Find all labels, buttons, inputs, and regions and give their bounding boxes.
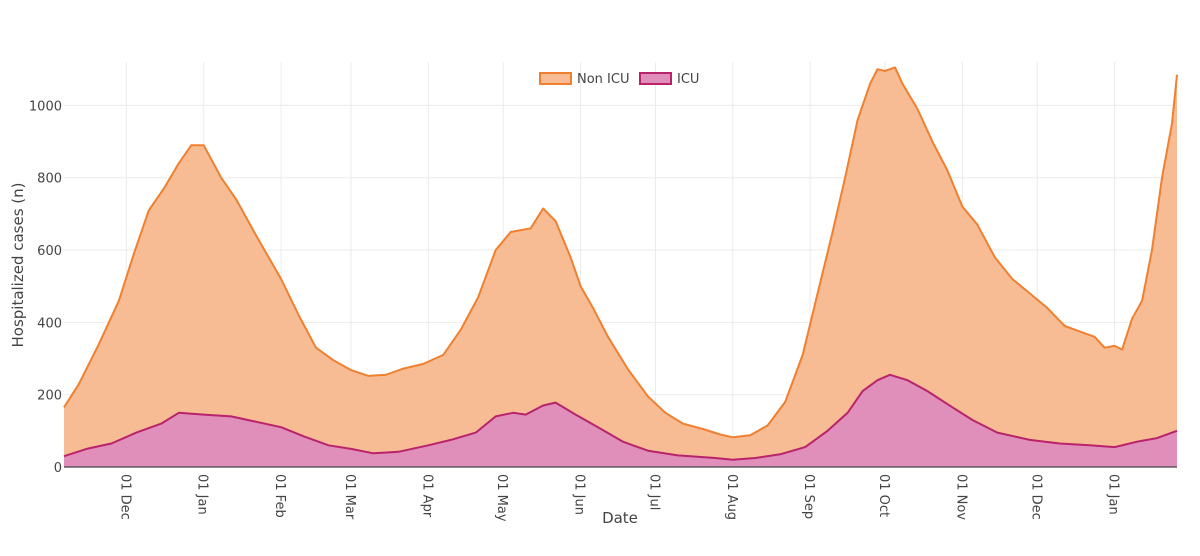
x-tick-label: 01 Oct xyxy=(876,474,891,517)
series-area-icu xyxy=(64,374,1177,467)
y-tick-label: 0 xyxy=(54,461,62,476)
x-tick-label: 01 Dec xyxy=(117,474,132,520)
series-areas xyxy=(63,66,1178,468)
y-tick-labels: 0 200 400 600 800 1000 xyxy=(29,99,62,476)
x-tick-label: 01 Dec xyxy=(1028,474,1043,520)
x-tick-label: 01 Jul xyxy=(646,474,661,510)
y-axis-title: Hospitalized cases (n) xyxy=(9,182,27,347)
x-tick-label: 01 Sep xyxy=(801,474,816,519)
x-tick-label: 01 Jan xyxy=(1106,474,1121,515)
x-tick-label: 01 May xyxy=(494,474,509,522)
series-line-icu xyxy=(63,373,1178,461)
x-tick-label: 01 Mar xyxy=(342,474,357,520)
y-tick-label: 800 xyxy=(37,172,62,187)
series-area-non-icu xyxy=(64,67,1177,468)
legend-item-icu[interactable]: ICU xyxy=(639,72,699,87)
x-tick-label: 01 Jun xyxy=(572,474,587,515)
x-tick-labels: 01 Dec 01 Jan 01 Feb 01 Mar 01 Apr 01 May 01 J… xyxy=(117,474,1120,522)
x-tick-label: 01 Jan xyxy=(195,474,210,515)
series-line-non-icu xyxy=(63,66,1178,439)
y-tick-label: 400 xyxy=(37,316,62,331)
legend-swatch-non-icu xyxy=(539,72,572,85)
legend-label-icu: ICU xyxy=(677,72,699,87)
x-tick-label: 01 Aug xyxy=(724,474,739,520)
legend-label-non-icu: Non ICU xyxy=(577,72,629,87)
legend-item-non-icu[interactable]: Non ICU xyxy=(539,72,629,87)
y-tick-label: 600 xyxy=(37,244,62,259)
legend-swatch-icu xyxy=(639,72,672,85)
y-tick-label: 1000 xyxy=(29,99,62,114)
x-tick-label: 01 Nov xyxy=(953,474,968,520)
legend[interactable]: Non ICU ICU xyxy=(539,72,699,87)
x-tick-label: 01 Feb xyxy=(272,474,287,518)
x-axis-title: Date xyxy=(602,509,638,527)
y-tick-label: 200 xyxy=(37,389,62,404)
x-tick-label: 01 Apr xyxy=(419,474,434,518)
